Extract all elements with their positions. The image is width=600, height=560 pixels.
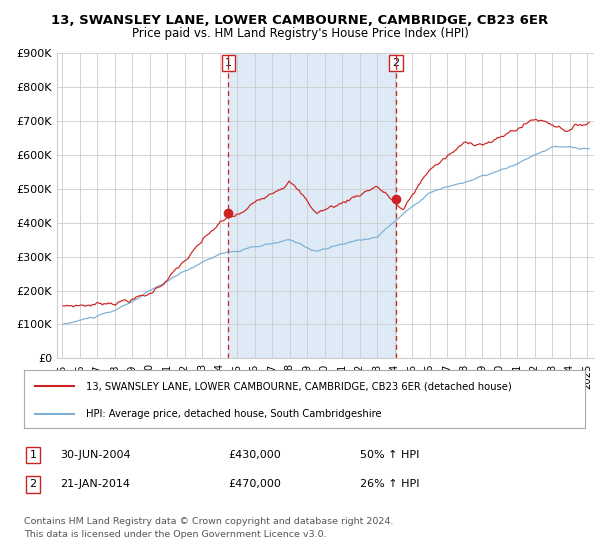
Bar (229, 53, 396, 358)
Text: 13, SWANSLEY LANE, LOWER CAMBOURNE, CAMBRIDGE, CB23 6ER: 13, SWANSLEY LANE, LOWER CAMBOURNE, CAMB… (52, 14, 548, 27)
Text: £470,000: £470,000 (228, 479, 281, 489)
Text: HPI: Average price, detached house, South Cambridgeshire: HPI: Average price, detached house, Sout… (86, 409, 382, 419)
Text: 13, SWANSLEY LANE, LOWER CAMBOURNE, CAMBRIDGE, CB23 6ER (detached house): 13, SWANSLEY LANE, LOWER CAMBOURNE, CAMB… (86, 381, 511, 391)
Text: 50% ↑ HPI: 50% ↑ HPI (360, 450, 419, 460)
Text: 26% ↑ HPI: 26% ↑ HPI (360, 479, 419, 489)
Text: 2: 2 (29, 479, 37, 489)
Text: 30-JUN-2004: 30-JUN-2004 (60, 450, 131, 460)
Text: 2: 2 (392, 58, 400, 68)
Text: 1: 1 (29, 450, 37, 460)
Text: 1: 1 (225, 58, 232, 68)
Text: £430,000: £430,000 (228, 450, 281, 460)
Text: 21-JAN-2014: 21-JAN-2014 (60, 479, 130, 489)
Text: This data is licensed under the Open Government Licence v3.0.: This data is licensed under the Open Gov… (24, 530, 326, 539)
Text: Price paid vs. HM Land Registry's House Price Index (HPI): Price paid vs. HM Land Registry's House … (131, 27, 469, 40)
Text: Contains HM Land Registry data © Crown copyright and database right 2024.: Contains HM Land Registry data © Crown c… (24, 517, 394, 526)
